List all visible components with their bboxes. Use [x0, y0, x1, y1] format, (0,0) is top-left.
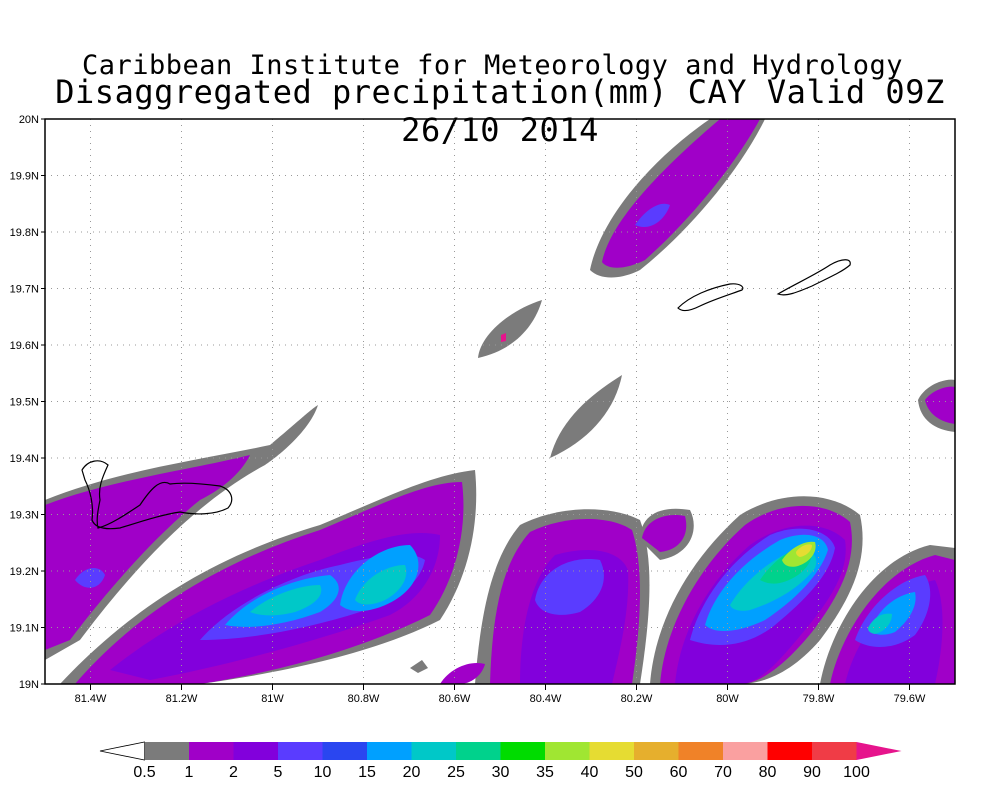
- lon-tick-label: 80.2W: [621, 693, 653, 705]
- colorbar-segment: [322, 742, 367, 760]
- lat-tick-label: 19.1N: [10, 623, 39, 635]
- lon-tick-label: 80.6W: [439, 693, 471, 705]
- lon-tick-label: 80.8W: [348, 693, 380, 705]
- lon-tick-label: 80.4W: [530, 693, 562, 705]
- colorbar-segment: [500, 742, 545, 760]
- colorbar-label: 60: [670, 764, 688, 781]
- colorbar-max-arrow: [856, 742, 902, 760]
- rain-band-cyan: [355, 565, 407, 605]
- colorbar-label: 2: [229, 764, 238, 781]
- rain-band-cyan: [250, 585, 322, 616]
- lon-tick-label: 81W: [261, 693, 284, 705]
- colorbar-segment: [812, 742, 857, 760]
- lat-tick-label: 19.7N: [10, 284, 39, 296]
- precipitation-contours: [45, 119, 955, 684]
- colorbar-label: 30: [492, 764, 510, 781]
- rain-band-gray: [410, 660, 428, 673]
- island-little-cayman: [677, 283, 744, 312]
- colorbar-label: 1: [185, 764, 194, 781]
- map-axes: 81.4W 81.2W 81W 80.8W 80.6W 80.4W 80.2W 80W 79.8…: [10, 114, 926, 705]
- rain-band-blue: [635, 203, 670, 228]
- lon-tick-label: 81.4W: [75, 693, 107, 705]
- rain-band-purple: [440, 662, 485, 684]
- colorbar-label: 40: [581, 764, 599, 781]
- colorbar-label: 15: [358, 764, 376, 781]
- colorbar-label: 35: [536, 764, 554, 781]
- colorbar-segment: [545, 742, 590, 760]
- island-grand-cayman: [81, 460, 233, 530]
- lat-tick-label: 19.6N: [10, 340, 39, 352]
- rain-band-cyan: [868, 613, 892, 634]
- colorbar-label: 80: [759, 764, 777, 781]
- colorbar-segment: [723, 742, 768, 760]
- lat-tick-label: 19.5N: [10, 397, 39, 409]
- colorbar-segment: [634, 742, 679, 760]
- map-grid: [45, 118, 955, 685]
- colorbar-segment: [144, 742, 189, 760]
- lon-tick-label: 80W: [716, 693, 739, 705]
- rain-spot-magenta: [501, 333, 506, 342]
- island-outlines: [81, 259, 851, 530]
- rain-band-blue: [535, 559, 604, 615]
- rain-band-purple: [925, 386, 955, 424]
- lat-tick-label: 19.9N: [10, 171, 39, 183]
- rain-band-gray: [478, 300, 542, 358]
- lon-tick-label: 79.8W: [803, 693, 835, 705]
- colorbar-segment: [411, 742, 456, 760]
- lat-tick-label: 19N: [19, 679, 39, 691]
- colorbar-label: 5: [274, 764, 283, 781]
- rain-band-yellow: [796, 544, 812, 557]
- colorbar-segment: [456, 742, 501, 760]
- colorbar-segment: [367, 742, 412, 760]
- colorbar-label: 10: [314, 764, 332, 781]
- lon-tick-label: 81.2W: [166, 693, 198, 705]
- rain-band-gray: [45, 405, 318, 660]
- island-cayman-brac: [776, 259, 851, 296]
- colorbar-label: 50: [625, 764, 643, 781]
- rain-band-gray: [550, 375, 622, 458]
- colorbar-label: 70: [714, 764, 732, 781]
- colorbar-segment: [678, 742, 723, 760]
- colorbar-segment: [767, 742, 812, 760]
- colorbar-label: 0.5: [133, 764, 155, 781]
- colorbar: 0.5 1 2 5 10 15 20 25 30 35 40 50 60 70 80 90 100: [99, 741, 902, 781]
- colorbar-segment: [233, 742, 278, 760]
- colorbar-label: 90: [803, 764, 821, 781]
- colorbar-label: 100: [843, 764, 870, 781]
- colorbar-segment: [189, 742, 234, 760]
- lat-tick-label: 19.2N: [10, 566, 39, 578]
- colorbar-label: 20: [403, 764, 421, 781]
- lat-tick-label: 19.4N: [10, 453, 39, 465]
- lon-tick-label: 79.6W: [894, 693, 926, 705]
- rain-band-blue: [75, 568, 105, 588]
- colorbar-min-arrow: [99, 741, 145, 761]
- colorbar-segment: [589, 742, 634, 760]
- rain-band-purple: [602, 119, 760, 268]
- lat-tick-label: 20N: [19, 114, 39, 126]
- rain-band-purple: [642, 514, 687, 552]
- title-line-1: Caribbean Institute for Meteorology and …: [81, 50, 903, 81]
- colorbar-segment: [278, 742, 323, 760]
- lat-tick-label: 19.3N: [10, 510, 39, 522]
- lat-tick-label: 19.8N: [10, 227, 39, 239]
- title-line-2: Disaggregated precipitation(mm) CAY Vali…: [55, 73, 945, 149]
- rain-band-purple: [45, 455, 250, 650]
- colorbar-label: 25: [447, 764, 465, 781]
